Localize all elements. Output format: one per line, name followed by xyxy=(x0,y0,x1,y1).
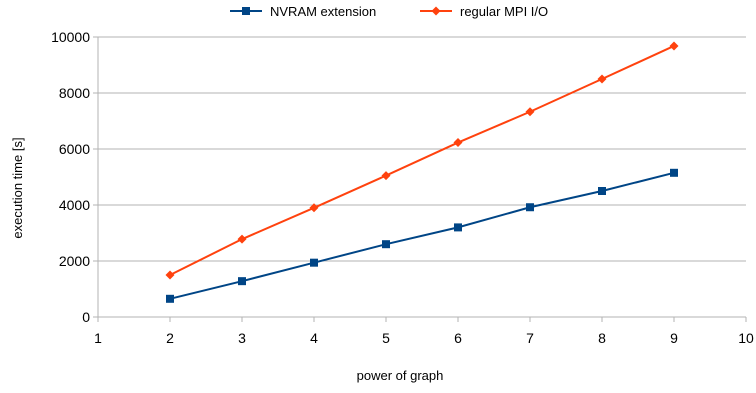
legend-marker-regular-mpi-i-o xyxy=(431,6,441,16)
legend-marker-nvram-extension xyxy=(242,7,250,15)
legend-item-nvram-extension: NVRAM extension xyxy=(230,4,376,19)
data-point-nvram-extension xyxy=(166,294,174,303)
x-tick-label: 6 xyxy=(454,330,462,346)
data-point-regular-mpi-i-o xyxy=(381,171,391,181)
data-point-nvram-extension xyxy=(670,168,678,177)
x-tick-label: 10 xyxy=(738,330,754,346)
x-tick-label: 3 xyxy=(238,330,246,346)
data-point-regular-mpi-i-o xyxy=(237,234,247,244)
x-tick-labels: 1 2 3 4 5 6 7 8 9 10 xyxy=(94,330,754,346)
y-tick-label: 4000 xyxy=(59,197,90,213)
x-tick-label: 5 xyxy=(382,330,390,346)
data-point-regular-mpi-i-o xyxy=(165,270,175,280)
axes xyxy=(93,36,747,322)
x-tick-label: 8 xyxy=(598,330,606,346)
data-point-nvram-extension xyxy=(310,258,318,267)
data-point-regular-mpi-i-o xyxy=(309,203,319,213)
data-point-nvram-extension xyxy=(238,277,246,286)
data-point-nvram-extension xyxy=(526,203,534,212)
data-point-nvram-extension xyxy=(454,223,462,232)
legend-label-nvram-extension: NVRAM extension xyxy=(270,4,376,19)
data-point-regular-mpi-i-o xyxy=(525,107,535,117)
series-regular-mpi-i-o xyxy=(165,41,679,280)
data-series xyxy=(165,41,679,303)
x-tick-label: 1 xyxy=(94,330,102,346)
x-tick-label: 7 xyxy=(526,330,534,346)
series-line-nvram-extension xyxy=(169,171,675,300)
data-point-regular-mpi-i-o xyxy=(453,138,463,148)
y-tick-label: 8000 xyxy=(59,85,90,101)
x-tick-label: 4 xyxy=(310,330,318,346)
y-tick-labels: 0 2000 4000 6000 8000 10000 xyxy=(51,29,90,325)
data-point-regular-mpi-i-o xyxy=(597,74,607,84)
y-tick-label: 0 xyxy=(82,309,90,325)
x-tick-label: 2 xyxy=(166,330,174,346)
series-line-regular-mpi-i-o xyxy=(169,45,675,276)
legend-label-regular-mpi-i-o: regular MPI I/O xyxy=(460,4,548,19)
data-point-regular-mpi-i-o xyxy=(669,41,679,51)
y-tick-label: 10000 xyxy=(51,29,90,45)
series-nvram-extension xyxy=(166,168,678,303)
data-point-nvram-extension xyxy=(598,187,606,195)
data-point-nvram-extension xyxy=(382,240,390,249)
x-tick-label: 9 xyxy=(670,330,678,346)
gridlines xyxy=(98,36,746,262)
y-tick-label: 2000 xyxy=(59,253,90,269)
x-axis-title: power of graph xyxy=(357,368,444,383)
y-axis-title: execution time [s] xyxy=(10,137,25,238)
y-tick-label: 6000 xyxy=(59,141,90,157)
legend: NVRAM extension regular MPI I/O xyxy=(230,4,548,19)
legend-item-regular-mpi-i-o: regular MPI I/O xyxy=(420,4,548,19)
